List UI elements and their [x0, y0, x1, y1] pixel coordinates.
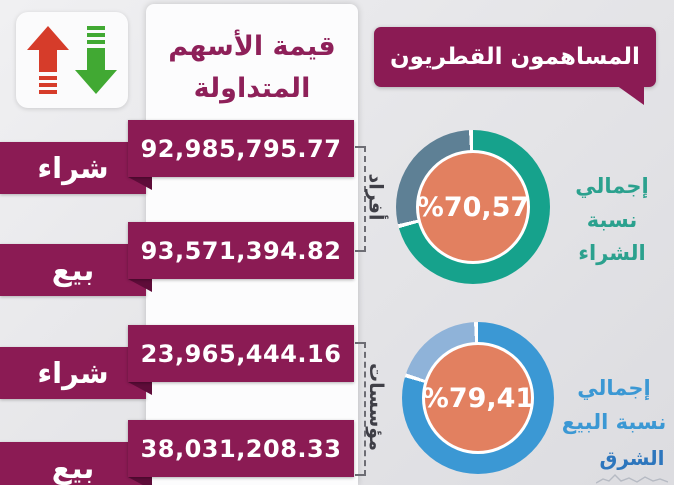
group-label-institutions: مؤسسات: [365, 363, 388, 451]
skyline-icon: [595, 474, 669, 484]
donut-center: %70,57: [416, 150, 530, 264]
logo-text: الشرق: [599, 446, 665, 470]
donut-percent-sell: %79,41: [421, 382, 535, 414]
row-band-label: شراء: [0, 142, 146, 194]
row-value: 23,965,444.16: [140, 339, 342, 368]
row-value-ribbon: 92,985,795.77: [128, 120, 354, 177]
row-value-ribbon: 93,571,394.82: [128, 222, 354, 279]
donut-chart-sell: %79,41: [402, 322, 554, 474]
row-label: بيع: [51, 252, 95, 287]
trend-arrows-card: [16, 12, 128, 108]
row-band-label: بيع: [0, 442, 146, 485]
logo-alsharq: الشرق: [595, 446, 669, 485]
row-label: شراء: [37, 150, 109, 185]
down-arrow-icon: [75, 26, 117, 94]
row-value-ribbon: 38,031,208.33: [128, 420, 354, 477]
row-band-label: شراء: [0, 347, 146, 399]
donut-center: %79,41: [422, 342, 534, 454]
shareholders-header: المساهمون القطريون: [374, 27, 656, 87]
up-arrow-icon: [27, 26, 69, 94]
row-band-label: بيع: [0, 244, 146, 296]
group-bracket-icon: [355, 342, 366, 476]
row-label: بيع: [51, 450, 95, 485]
donut-title-sell: إجمالي نسبة البيع: [561, 376, 667, 434]
values-title-line2: المتداولة: [193, 72, 311, 104]
ribbon-fold-icon: [128, 477, 152, 485]
row-value: 93,571,394.82: [140, 236, 342, 265]
row-value: 38,031,208.33: [140, 434, 342, 463]
donut-chart-buy: %70,57: [396, 130, 550, 284]
group-label-individuals: أفراد: [365, 173, 388, 221]
group-bracket-icon: [355, 146, 366, 252]
row-value: 92,985,795.77: [140, 134, 342, 163]
row-label: شراء: [37, 355, 109, 390]
values-title: قيمة الأسهم المتداولة: [150, 26, 354, 110]
values-title-line1: قيمة الأسهم: [168, 31, 336, 62]
shareholders-header-title: المساهمون القطريون: [390, 44, 640, 70]
donut-title-buy: إجمالي نسبة الشراء: [575, 174, 649, 266]
speech-bubble-tail-icon: [616, 85, 644, 105]
row-value-ribbon: 23,965,444.16: [128, 325, 354, 382]
donut-percent-buy: %70,57: [416, 191, 530, 223]
